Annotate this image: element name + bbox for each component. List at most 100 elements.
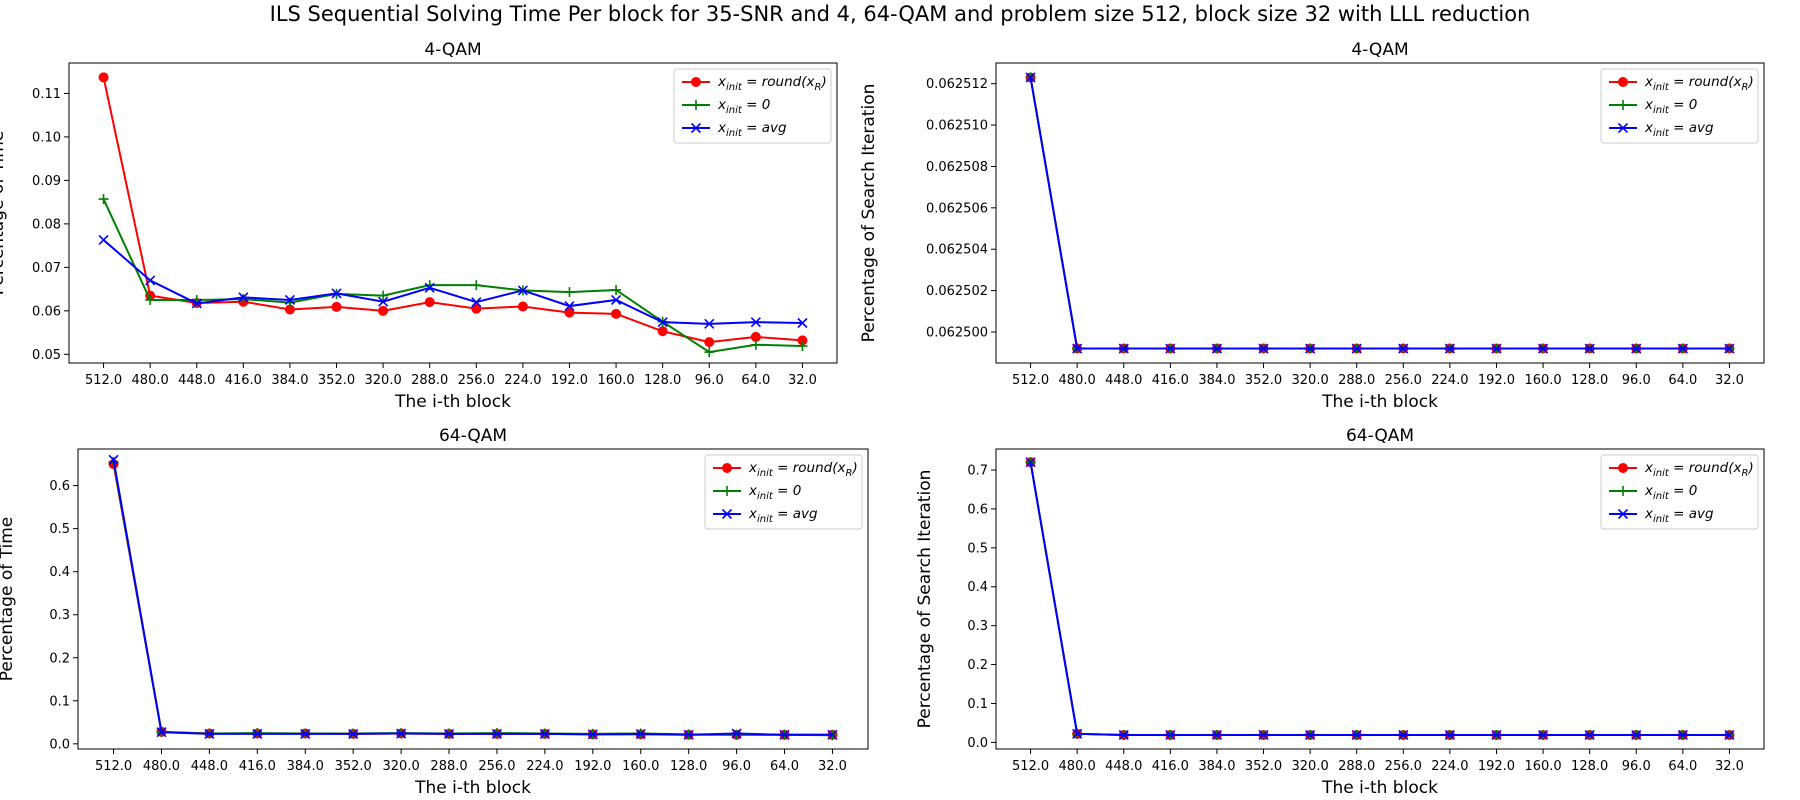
legend: xinit = round(xR) xinit = 0 xinit = avg	[704, 454, 863, 530]
x-tick-label: 288.0	[1338, 373, 1375, 388]
data-point	[1538, 343, 1549, 354]
y-tick-label: 0.6	[49, 479, 70, 494]
data-point	[1398, 729, 1409, 741]
y-tick-label: 0.11	[32, 87, 61, 102]
x-tick-label: 96.0	[1622, 373, 1651, 388]
legend-item: xinit = round(xR)	[1609, 74, 1754, 93]
legend-label: xinit = 0	[1644, 97, 1697, 116]
data-point	[1072, 343, 1083, 354]
legend-label: xinit = round(xR)	[748, 460, 858, 479]
legend-marker	[1617, 508, 1629, 520]
x-tick-label: 352.0	[1245, 759, 1282, 774]
data-point	[587, 729, 598, 740]
x-tick-label: 256.0	[478, 759, 515, 774]
data-point	[564, 287, 575, 298]
chart-panel-2: 4-QAM 512.0 480.0 448.0 416.0 384.0 352.0 320.0…	[859, 40, 1765, 412]
legend-label: xinit = round(xR)	[1644, 460, 1754, 479]
x-tick-label: 448.0	[1105, 759, 1142, 774]
data-point	[1165, 343, 1176, 354]
data-point	[564, 307, 575, 318]
data-point	[191, 298, 202, 309]
data-point	[238, 294, 249, 305]
legend-label: xinit = avg	[748, 506, 818, 525]
data-point	[238, 292, 249, 303]
x-tick-label: 512.0	[95, 759, 132, 774]
y-tick-label: 0.1	[49, 694, 70, 709]
data-point	[98, 72, 109, 83]
x-tick-label: 416.0	[1152, 759, 1189, 774]
data-point	[1258, 343, 1269, 354]
data-point	[539, 728, 550, 740]
x-tick-label: 64.0	[1668, 373, 1697, 388]
x-tick-label: 448.0	[178, 373, 215, 388]
data-point	[145, 275, 156, 286]
x-tick-label: 480.0	[143, 759, 180, 774]
legend-item: xinit = 0	[1609, 483, 1697, 502]
y-axis-label: Percentage of Search Iteration	[915, 470, 935, 729]
chart-panel-3: 64-QAM 512.0 480.0 448.0 416.0 384.0 352.0 320.…	[0, 426, 869, 798]
data-point	[1305, 729, 1316, 741]
y-tick-label: 0.062506	[926, 201, 988, 216]
x-tick-label: 128.0	[644, 373, 681, 388]
data-point	[611, 294, 622, 306]
data-point	[750, 317, 761, 328]
x-tick-label: 384.0	[271, 373, 308, 388]
legend-item: xinit = round(xR)	[682, 74, 827, 93]
data-point	[331, 288, 342, 299]
y-tick-label: 0.7	[967, 464, 988, 479]
x-tick-label: 416.0	[239, 759, 276, 774]
x-tick-label: 192.0	[1478, 373, 1515, 388]
data-point	[657, 326, 668, 337]
legend-label: xinit = avg	[1644, 506, 1714, 525]
data-point	[683, 729, 694, 740]
series-avg	[1025, 457, 1735, 741]
series-zero	[98, 194, 808, 358]
y-tick-label: 0.3	[967, 619, 988, 634]
data-point	[1444, 343, 1455, 354]
data-point	[657, 317, 668, 328]
series-line	[1029, 77, 1730, 350]
x-axis-label: The i-th block	[394, 392, 511, 412]
y-tick-label: 0.062510	[926, 119, 988, 134]
legend-box	[1600, 68, 1759, 144]
x-tick-label: 160.0	[622, 759, 659, 774]
legend: xinit = round(xR) xinit = 0 xinit = avg	[1600, 454, 1759, 530]
x-tick-label: 128.0	[1571, 759, 1608, 774]
x-tick-label: 128.0	[1571, 373, 1608, 388]
data-point	[1305, 343, 1316, 354]
x-tick-label: 32.0	[1715, 759, 1744, 774]
y-tick-label: 0.3	[49, 608, 70, 623]
data-point	[378, 296, 389, 307]
data-point	[731, 729, 742, 740]
data-point	[1491, 343, 1502, 354]
y-tick-label: 0.5	[49, 522, 70, 537]
x-tick-label: 160.0	[1524, 759, 1561, 774]
y-tick-label: 0.1	[967, 697, 988, 712]
chart-title: 64-QAM	[1346, 426, 1414, 446]
legend-marker	[1618, 486, 1628, 496]
x-tick-label: 384.0	[1198, 373, 1235, 388]
data-point	[378, 290, 389, 301]
chart-panel-4: 64-QAM 512.0 480.0 448.0 416.0 384.0 352.0 320.…	[915, 426, 1765, 798]
data-point	[1631, 343, 1642, 354]
x-tick-label: 224.0	[526, 759, 563, 774]
legend-marker	[1618, 100, 1628, 110]
x-axis-label: The i-th block	[414, 778, 531, 798]
series-avg	[1025, 72, 1735, 354]
data-point	[827, 729, 838, 740]
x-tick-label: 32.0	[818, 759, 847, 774]
x-tick-label: 288.0	[1338, 759, 1375, 774]
y-tick-label: 0.09	[32, 174, 61, 189]
series-line	[102, 239, 803, 325]
y-tick-label: 0.062512	[926, 77, 988, 92]
data-point	[1631, 729, 1642, 741]
data-point	[704, 318, 715, 329]
x-tick-label: 288.0	[411, 373, 448, 388]
y-tick-label: 0.08	[32, 217, 61, 232]
chart-panel-1: 4-QAM 512.0 480.0 448.0 416.0 384.0 352.0 320.0…	[0, 40, 838, 412]
data-point	[1211, 343, 1222, 354]
legend-label: xinit = 0	[748, 483, 801, 502]
data-point	[204, 728, 215, 740]
x-tick-label: 384.0	[287, 759, 324, 774]
